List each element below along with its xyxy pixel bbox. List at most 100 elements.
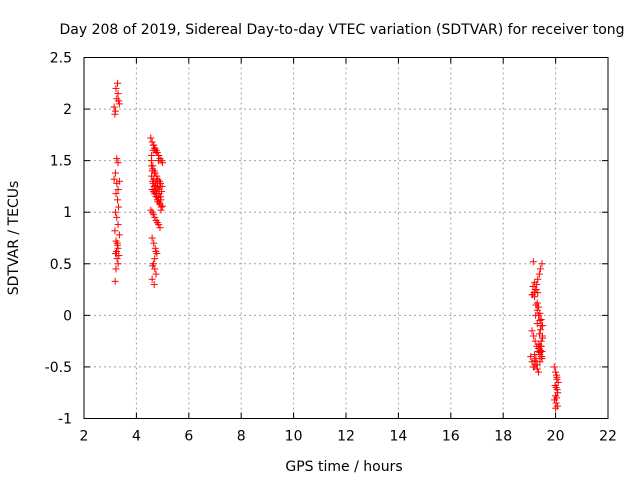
x-tick-label: 20 xyxy=(547,429,565,445)
y-tick-label: 2 xyxy=(63,102,72,118)
data-point xyxy=(113,255,121,263)
data-point xyxy=(150,280,158,288)
data-point xyxy=(554,378,562,386)
y-tick-label: 0.5 xyxy=(50,257,72,273)
data-point xyxy=(531,357,539,365)
data-point xyxy=(531,337,539,345)
y-tick-label: -1 xyxy=(58,412,72,428)
data-point xyxy=(111,208,119,216)
data-point xyxy=(538,347,546,355)
data-point xyxy=(112,190,120,198)
data-point xyxy=(149,262,157,270)
data-point xyxy=(114,186,122,194)
data-point xyxy=(534,275,542,283)
data-point xyxy=(115,97,123,105)
data-point xyxy=(149,210,157,218)
data-point xyxy=(114,196,122,204)
data-point xyxy=(111,227,119,235)
data-point xyxy=(553,386,561,394)
data-point xyxy=(148,151,156,159)
x-tick-label: 6 xyxy=(184,429,193,445)
data-point xyxy=(530,363,538,371)
data-point xyxy=(151,255,159,263)
data-point xyxy=(539,334,546,342)
data-point xyxy=(532,311,540,319)
data-point xyxy=(115,203,123,211)
y-tick-label: 2.5 xyxy=(50,51,72,67)
tick-layer: 2 4 6 8 10 12 14 16 18 20 22 -1 -0.5 0 0.5 1 1.5 2 2.5 xyxy=(45,51,617,445)
data-point xyxy=(154,157,162,165)
data-point xyxy=(114,244,122,252)
data-point xyxy=(538,355,546,363)
data-point xyxy=(535,303,543,311)
y-tick-label: 1.5 xyxy=(50,154,72,170)
x-tick-label: 10 xyxy=(285,429,303,445)
data-point xyxy=(552,368,560,376)
x-tick-label: 2 xyxy=(80,429,89,445)
data-point xyxy=(112,265,120,273)
data-point xyxy=(537,315,545,323)
data-point xyxy=(150,239,158,247)
x-axis-label: GPS time / hours xyxy=(285,459,402,475)
data-point xyxy=(151,244,159,252)
data-point xyxy=(153,177,161,185)
data-point xyxy=(538,260,546,268)
data-point xyxy=(528,327,536,335)
data-point xyxy=(150,141,158,149)
data-point xyxy=(539,322,546,330)
data-point xyxy=(529,258,537,266)
data-point xyxy=(149,162,157,170)
data-point xyxy=(111,277,119,285)
data-point xyxy=(114,221,122,229)
data-point xyxy=(533,320,541,328)
data-point xyxy=(115,231,123,239)
y-tick-label: -0.5 xyxy=(45,360,72,376)
data-point xyxy=(111,107,119,115)
data-point xyxy=(156,224,164,232)
data-point xyxy=(157,206,165,214)
data-point xyxy=(528,291,536,299)
data-point xyxy=(150,169,158,177)
x-tick-label: 18 xyxy=(494,429,512,445)
data-point xyxy=(114,159,122,167)
data-point xyxy=(552,371,560,379)
data-point xyxy=(155,221,163,229)
data-point xyxy=(148,234,156,242)
data-point xyxy=(114,90,122,98)
point-layer xyxy=(110,79,562,412)
data-point xyxy=(158,202,166,210)
data-point xyxy=(535,330,543,338)
data-point xyxy=(110,103,118,111)
data-point xyxy=(536,326,544,334)
y-axis-label: SDTVAR / TECUs xyxy=(6,181,22,296)
data-point xyxy=(151,146,159,154)
data-point xyxy=(530,332,538,340)
data-point xyxy=(111,169,119,177)
data-point xyxy=(113,213,121,221)
y-tick-label: 0 xyxy=(63,308,72,324)
data-point xyxy=(151,213,159,221)
x-tick-label: 12 xyxy=(337,429,355,445)
data-point xyxy=(110,175,118,183)
data-point xyxy=(114,241,122,249)
x-tick-label: 4 xyxy=(132,429,141,445)
data-point xyxy=(111,110,119,118)
data-point xyxy=(535,368,543,376)
data-point xyxy=(115,177,123,185)
data-point xyxy=(157,193,165,201)
data-point xyxy=(550,363,558,371)
chart-title: Day 208 of 2019, Sidereal Day-to-day VTE… xyxy=(59,22,624,38)
x-tick-label: 8 xyxy=(237,429,246,445)
x-tick-label: 22 xyxy=(599,429,617,445)
data-point xyxy=(156,182,164,190)
data-point xyxy=(152,270,160,278)
data-point xyxy=(531,278,539,286)
data-point xyxy=(113,155,121,163)
grid-layer xyxy=(84,57,608,419)
data-point xyxy=(535,340,543,348)
x-tick-label: 16 xyxy=(442,429,460,445)
data-point xyxy=(114,79,122,87)
x-tick-label: 14 xyxy=(389,429,407,445)
